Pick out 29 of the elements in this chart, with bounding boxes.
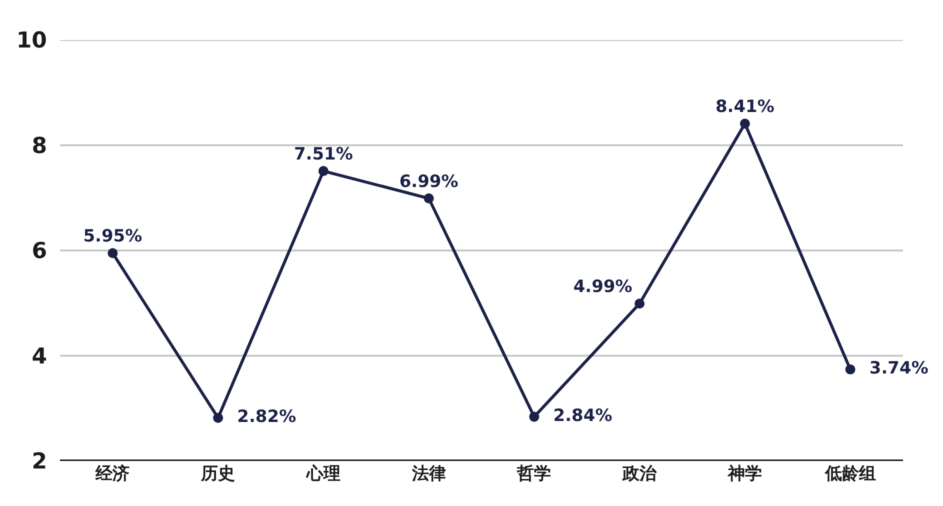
point <box>424 193 434 204</box>
data-label: 6.99% <box>399 172 458 192</box>
data-label: 2.82% <box>225 407 296 428</box>
point <box>108 248 118 258</box>
x-tick-label: 低龄组 <box>824 464 876 484</box>
y-tick-label: 8 <box>32 134 47 159</box>
data-label: 8.41% <box>715 97 774 118</box>
point <box>740 118 750 129</box>
data-label: 2.84% <box>541 406 612 426</box>
x-tick-label: 神学 <box>726 464 762 484</box>
y-tick-label: 4 <box>32 344 47 370</box>
data-label: 5.95% <box>83 226 142 247</box>
point <box>634 298 645 309</box>
x-tick-label: 心理 <box>305 464 340 484</box>
y-tick-label: 2 <box>32 450 47 475</box>
x-tick-label: 哲学 <box>516 464 552 484</box>
x-tick-label: 法律 <box>410 464 446 484</box>
x-tick-label: 政治 <box>622 464 658 484</box>
point <box>318 166 328 176</box>
data-label: 4.99% <box>573 277 632 298</box>
y-tick-label: 10 <box>16 28 47 54</box>
point <box>845 364 856 374</box>
point <box>529 412 540 422</box>
data-label: 3.74% <box>858 358 928 379</box>
x-tick-label: 历史 <box>200 464 236 484</box>
point <box>213 412 224 423</box>
data-label: 7.51% <box>294 144 353 165</box>
x-tick-label: 经济 <box>94 464 130 484</box>
y-tick-label: 6 <box>32 239 47 264</box>
